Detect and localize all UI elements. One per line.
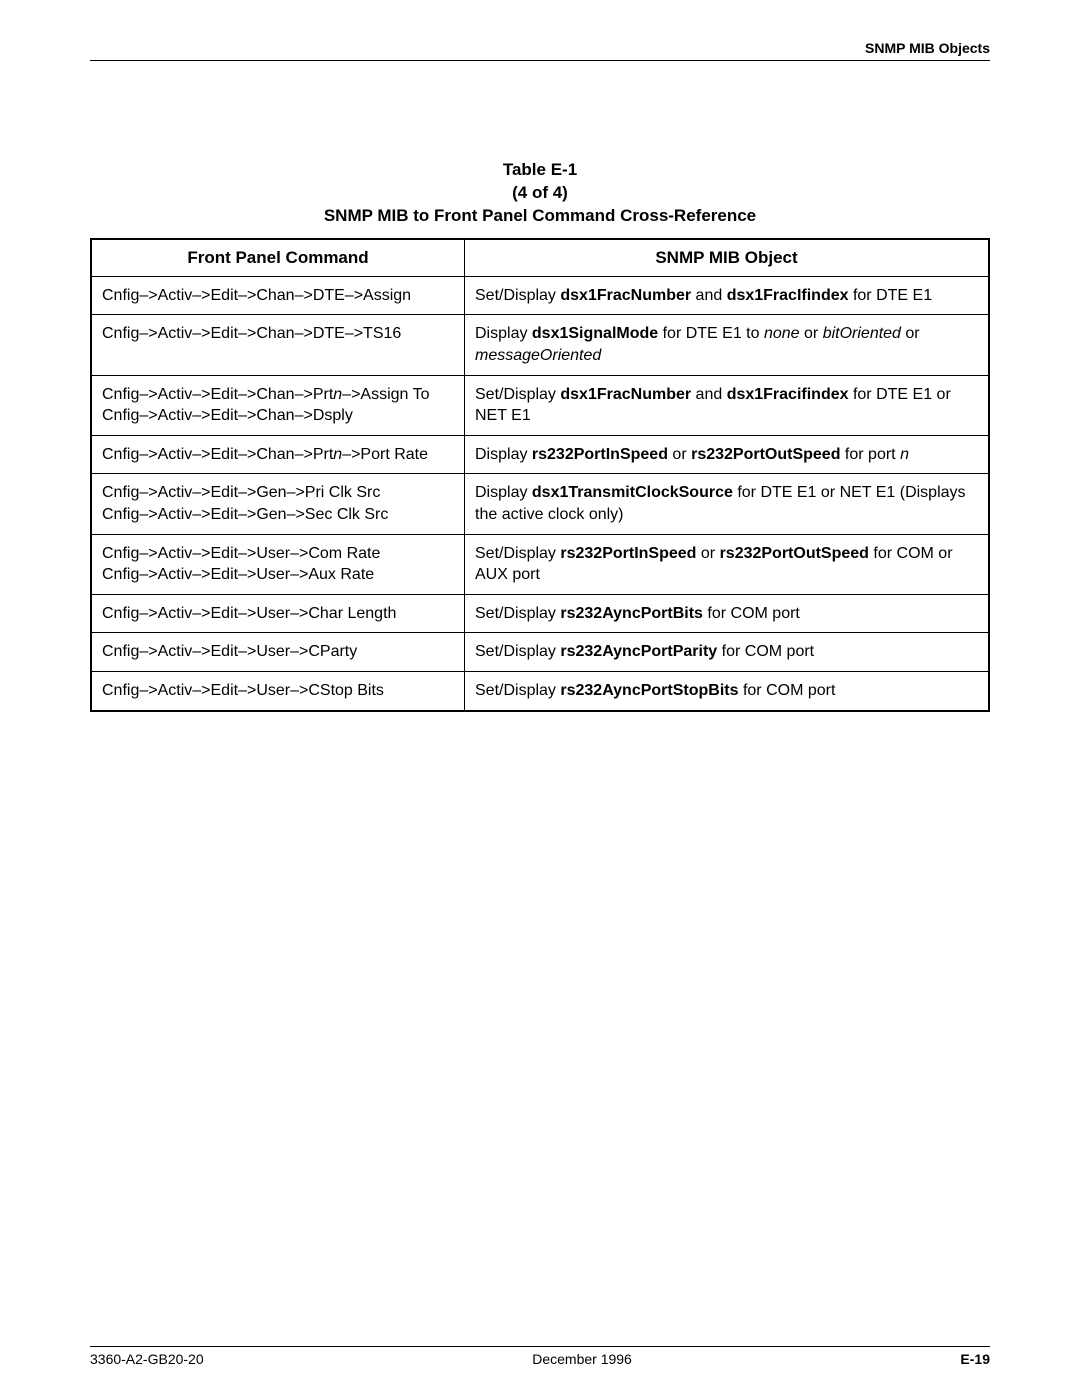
footer-date: December 1996 <box>532 1351 632 1367</box>
table-row: Cnfig–>Activ–>Edit–>Chan–>Prtn–>Port Rat… <box>91 435 989 474</box>
front-panel-command-cell: Cnfig–>Activ–>Edit–>Chan–>DTE–>TS16 <box>91 315 465 375</box>
caption-line-2: (4 of 4) <box>512 183 568 202</box>
snmp-mib-object-cell: Set/Display rs232AyncPortBits for COM po… <box>465 594 990 633</box>
table-body: Cnfig–>Activ–>Edit–>Chan–>DTE–>AssignSet… <box>91 276 989 710</box>
table-row: Cnfig–>Activ–>Edit–>User–>Com RateCnfig–… <box>91 534 989 594</box>
col-header-snmp-object: SNMP MIB Object <box>465 239 990 277</box>
front-panel-command-cell: Cnfig–>Activ–>Edit–>User–>CStop Bits <box>91 671 465 710</box>
table-row: Cnfig–>Activ–>Edit–>Chan–>DTE–>TS16Displ… <box>91 315 989 375</box>
snmp-mib-object-cell: Set/Display dsx1FracNumber and dsx1FracI… <box>465 276 990 315</box>
front-panel-command-cell: Cnfig–>Activ–>Edit–>Chan–>Prtn–>Assign T… <box>91 375 465 435</box>
snmp-mib-object-cell: Display dsx1SignalMode for DTE E1 to non… <box>465 315 990 375</box>
front-panel-command-cell: Cnfig–>Activ–>Edit–>Gen–>Pri Clk SrcCnfi… <box>91 474 465 534</box>
cross-reference-table: Front Panel Command SNMP MIB Object Cnfi… <box>90 238 990 712</box>
table-caption: Table E-1 (4 of 4) SNMP MIB to Front Pan… <box>90 159 990 228</box>
snmp-mib-object-cell: Display rs232PortInSpeed or rs232PortOut… <box>465 435 990 474</box>
page-header: SNMP MIB Objects <box>90 40 990 61</box>
caption-line-3: SNMP MIB to Front Panel Command Cross-Re… <box>324 206 756 225</box>
table-row: Cnfig–>Activ–>Edit–>Chan–>DTE–>AssignSet… <box>91 276 989 315</box>
snmp-mib-object-cell: Set/Display rs232PortInSpeed or rs232Por… <box>465 534 990 594</box>
col-header-front-panel: Front Panel Command <box>91 239 465 277</box>
table-row: Cnfig–>Activ–>Edit–>User–>Char LengthSet… <box>91 594 989 633</box>
table-header-row: Front Panel Command SNMP MIB Object <box>91 239 989 277</box>
page-footer: 3360-A2-GB20-20 December 1996 E-19 <box>90 1346 990 1367</box>
table-row: Cnfig–>Activ–>Edit–>User–>CStop BitsSet/… <box>91 671 989 710</box>
table-row: Cnfig–>Activ–>Edit–>Gen–>Pri Clk SrcCnfi… <box>91 474 989 534</box>
front-panel-command-cell: Cnfig–>Activ–>Edit–>Chan–>DTE–>Assign <box>91 276 465 315</box>
caption-line-1: Table E-1 <box>503 160 577 179</box>
snmp-mib-object-cell: Set/Display dsx1FracNumber and dsx1Fraci… <box>465 375 990 435</box>
document-page: SNMP MIB Objects Table E-1 (4 of 4) SNMP… <box>0 0 1080 1397</box>
header-section-title: SNMP MIB Objects <box>865 40 990 56</box>
footer-doc-number: 3360-A2-GB20-20 <box>90 1351 204 1367</box>
table-row: Cnfig–>Activ–>Edit–>Chan–>Prtn–>Assign T… <box>91 375 989 435</box>
snmp-mib-object-cell: Display dsx1TransmitClockSource for DTE … <box>465 474 990 534</box>
snmp-mib-object-cell: Set/Display rs232AyncPortParity for COM … <box>465 633 990 672</box>
footer-page-number: E-19 <box>960 1351 990 1367</box>
front-panel-command-cell: Cnfig–>Activ–>Edit–>User–>Char Length <box>91 594 465 633</box>
table-row: Cnfig–>Activ–>Edit–>User–>CPartySet/Disp… <box>91 633 989 672</box>
snmp-mib-object-cell: Set/Display rs232AyncPortStopBits for CO… <box>465 671 990 710</box>
front-panel-command-cell: Cnfig–>Activ–>Edit–>User–>Com RateCnfig–… <box>91 534 465 594</box>
front-panel-command-cell: Cnfig–>Activ–>Edit–>User–>CParty <box>91 633 465 672</box>
front-panel-command-cell: Cnfig–>Activ–>Edit–>Chan–>Prtn–>Port Rat… <box>91 435 465 474</box>
